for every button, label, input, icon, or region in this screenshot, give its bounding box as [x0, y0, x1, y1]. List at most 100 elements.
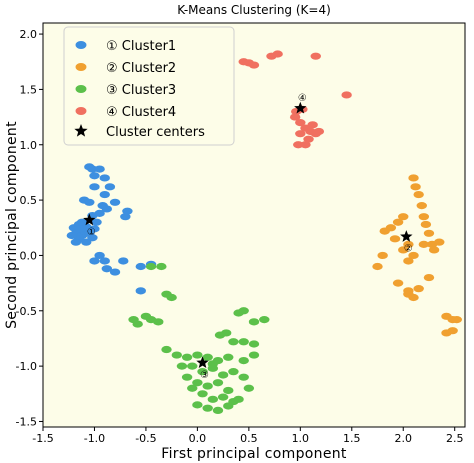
point-cluster3-40 — [217, 393, 229, 401]
point-cluster4-5 — [310, 52, 321, 60]
point-cluster3-17 — [248, 340, 260, 348]
point-cluster1-8 — [87, 234, 98, 242]
points-layer — [66, 50, 462, 414]
point-cluster2-14 — [389, 235, 401, 243]
point-cluster1-34 — [99, 257, 110, 265]
point-cluster1-39 — [135, 262, 146, 271]
point-cluster4-8 — [295, 119, 306, 127]
point-cluster1-12 — [81, 238, 92, 246]
x-tick-label: 1.5 — [343, 432, 361, 445]
point-cluster4-12 — [303, 135, 314, 143]
point-cluster3-3 — [166, 293, 177, 302]
point-cluster3-21 — [192, 351, 203, 359]
point-cluster3-30 — [217, 371, 229, 379]
point-cluster3-20 — [181, 353, 193, 361]
point-cluster3-31 — [228, 368, 239, 376]
point-cluster4-7 — [289, 113, 301, 121]
point-cluster2-9 — [434, 238, 445, 246]
legend-marker-centers — [74, 124, 88, 137]
cluster-center-label-2: ② — [404, 244, 413, 255]
point-cluster2-2 — [413, 190, 424, 199]
point-cluster4-15 — [293, 141, 304, 149]
point-cluster3-44 — [212, 406, 224, 414]
point-cluster4-16 — [300, 141, 311, 149]
centers-layer: ① ② ③ ④ — [83, 93, 413, 381]
point-cluster1-21 — [89, 183, 100, 191]
point-cluster4-2 — [248, 61, 260, 69]
y-tick-label: -1.0 — [16, 360, 37, 373]
point-cluster3-1 — [156, 262, 167, 271]
point-cluster2-32 — [423, 273, 435, 282]
point-cluster1-20 — [99, 174, 110, 182]
y-tick-label: 2.0 — [20, 28, 38, 41]
point-cluster1-15 — [91, 218, 102, 226]
point-cluster2-4 — [418, 213, 430, 221]
point-cluster2-25 — [403, 290, 414, 298]
point-cluster1-14 — [74, 225, 86, 233]
x-tick-label: 0.0 — [189, 432, 207, 445]
point-cluster3-47 — [238, 373, 249, 381]
x-tick-label: 2.5 — [446, 432, 464, 445]
point-cluster3-10 — [238, 307, 249, 315]
point-cluster3-19 — [171, 351, 183, 359]
point-cluster3-12 — [259, 316, 270, 324]
x-tick-label: -0.5 — [135, 432, 156, 445]
point-cluster2-22 — [392, 279, 404, 287]
x-tick-label: 0.5 — [240, 432, 258, 445]
cluster-center-star-4 — [294, 101, 307, 114]
point-cluster1-18 — [94, 165, 105, 173]
y-tick-label: -0.5 — [16, 305, 37, 318]
point-cluster1-27 — [101, 205, 113, 213]
legend-label-cluster2: ② Cluster2 — [106, 61, 176, 76]
point-cluster1-13 — [89, 225, 100, 233]
point-cluster2-0 — [408, 174, 419, 182]
y-tick-label: 1.0 — [20, 139, 38, 152]
x-tick-label: -1.0 — [84, 432, 105, 445]
chart-title: K-Means Clustering (K=4) — [177, 3, 331, 17]
point-cluster1-22 — [99, 190, 110, 199]
point-cluster1-32 — [122, 207, 133, 215]
cluster-center-star-2 — [400, 230, 413, 242]
legend-marker-cluster4 — [75, 107, 87, 115]
legend-label-centers: Cluster centers — [106, 125, 205, 140]
point-cluster2-3 — [416, 202, 427, 210]
point-cluster3-8 — [132, 320, 143, 328]
point-cluster3-11 — [248, 318, 260, 326]
ticks-layer: -1.5 -1.0 -0.5 0.0 0.5 1.0 1.5 2.0 2.5 -1.5 -1.0 -0… — [16, 28, 464, 445]
point-cluster3-24 — [223, 353, 234, 361]
point-cluster3-22 — [202, 353, 213, 361]
point-cluster1-31 — [120, 213, 131, 221]
legend-box — [63, 26, 235, 146]
point-cluster2-19 — [418, 240, 430, 248]
legend: ① Cluster1 ② Cluster2 ③ Cluster3 ④ Cluster4… — [63, 26, 235, 146]
point-cluster1-9 — [76, 218, 88, 226]
x-tick-label: 1.0 — [292, 432, 310, 445]
point-cluster3-45 — [223, 402, 234, 410]
legend-label-cluster1: ① Cluster1 — [106, 39, 176, 54]
legend-entries: ① Cluster1 ② Cluster2 ③ Cluster3 ④ Cluster4… — [74, 39, 205, 140]
point-cluster1-17 — [87, 165, 98, 173]
point-cluster3-26 — [248, 351, 260, 359]
point-cluster3-50 — [207, 360, 219, 368]
point-cluster3-46 — [233, 395, 244, 403]
point-cluster1-19 — [89, 172, 100, 180]
point-cluster3-18 — [161, 345, 172, 354]
point-cluster1-10 — [66, 231, 78, 240]
cluster-center-star-1 — [83, 213, 96, 226]
point-cluster2-10 — [398, 213, 409, 221]
point-cluster2-31 — [441, 329, 452, 337]
cluster-center-label-1: ① — [87, 227, 96, 238]
point-cluster2-21 — [372, 262, 383, 271]
point-cluster1-11 — [70, 238, 82, 246]
point-cluster3-38 — [197, 390, 208, 398]
x-tick-label: -1.5 — [32, 432, 53, 445]
point-cluster1-28 — [109, 198, 121, 206]
plot-area-frame — [42, 22, 466, 428]
point-cluster3-15 — [228, 338, 239, 346]
cluster-center-star-3 — [196, 356, 209, 369]
point-cluster1-35 — [101, 265, 113, 273]
point-cluster4-17 — [307, 121, 318, 129]
y-tick-label: 1.5 — [20, 83, 38, 96]
point-cluster1-33 — [94, 251, 105, 260]
